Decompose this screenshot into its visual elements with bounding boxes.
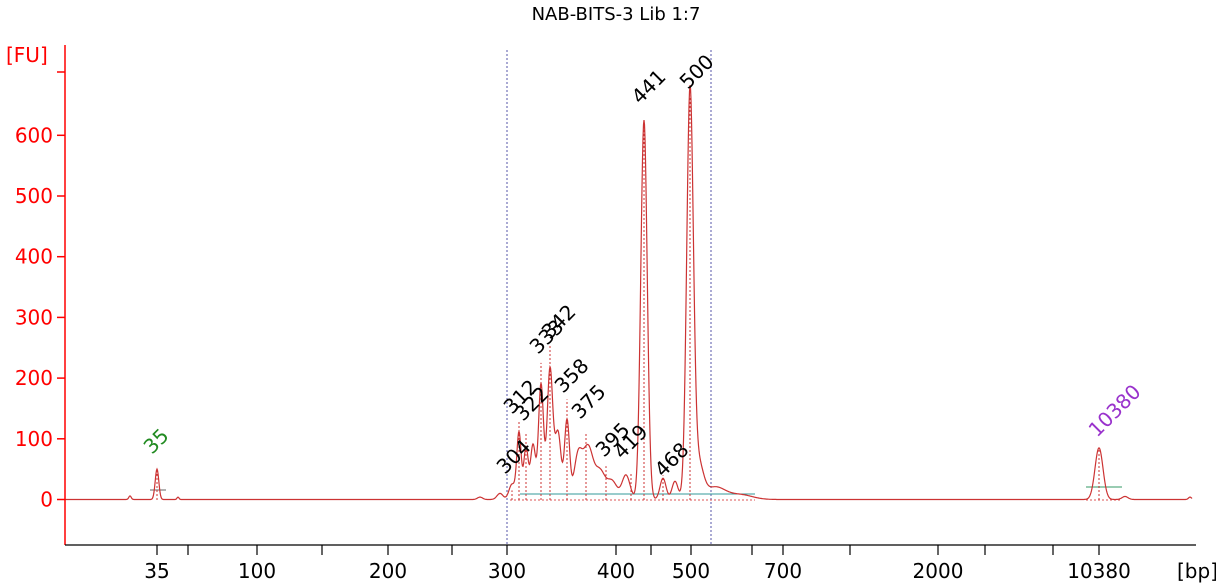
x-tick-label: 200 bbox=[369, 559, 407, 583]
peak-ticks bbox=[156, 95, 1100, 500]
y-tick-label: 0 bbox=[40, 488, 53, 512]
x-tick-label: 400 bbox=[597, 559, 635, 583]
y-tick-label: 400 bbox=[15, 245, 53, 269]
y-axis-label: [FU] bbox=[6, 43, 48, 67]
x-tick-label: 2000 bbox=[913, 559, 964, 583]
peak-label-10380: 10380 bbox=[1084, 380, 1146, 442]
x-tick-label: 35 bbox=[144, 559, 169, 583]
axes bbox=[57, 45, 1196, 546]
y-ticks: 0 100 200 300 400 500 600 bbox=[15, 123, 65, 512]
x-tick-label: 10380 bbox=[1067, 559, 1131, 583]
y-tick-label: 100 bbox=[15, 427, 53, 451]
x-axis-label: [bp] bbox=[1177, 559, 1216, 583]
x-tick-label: 300 bbox=[488, 559, 526, 583]
peak-label-441: 441 bbox=[627, 65, 671, 109]
peak-label-35: 35 bbox=[139, 424, 174, 459]
y-tick-label: 300 bbox=[15, 305, 53, 329]
y-tick-label: 200 bbox=[15, 366, 53, 390]
x-ticks: 35 100 200 300 400 500 700 2000 10380 bbox=[144, 545, 1131, 583]
baselines bbox=[150, 486, 1122, 501]
y-tick-label: 600 bbox=[15, 123, 53, 147]
peak-labels: 35 30431232233334235837539541944146850010… bbox=[139, 50, 1146, 482]
x-tick-label: 500 bbox=[672, 559, 710, 583]
peak-label-468: 468 bbox=[650, 438, 694, 482]
region-lines bbox=[506, 50, 712, 545]
peak-label-500: 500 bbox=[675, 50, 719, 94]
signal-trace bbox=[65, 85, 1193, 501]
x-tick-label: 700 bbox=[764, 559, 802, 583]
x-tick-label: 100 bbox=[238, 559, 276, 583]
chart-title: NAB-BITS-3 Lib 1:7 bbox=[532, 4, 701, 25]
y-tick-label: 500 bbox=[15, 184, 53, 208]
peak-label-304: 304 bbox=[492, 435, 536, 479]
